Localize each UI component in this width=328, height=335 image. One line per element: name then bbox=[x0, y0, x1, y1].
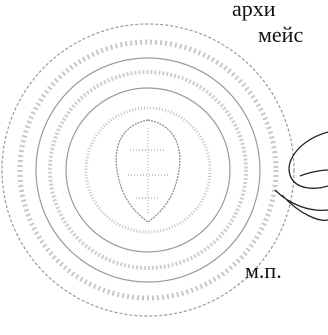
stamp-inner-ring bbox=[65, 87, 231, 253]
stamp-emblem-detail bbox=[128, 128, 168, 214]
signature-stroke bbox=[274, 189, 328, 221]
stamp-emblem bbox=[115, 119, 181, 223]
stamp-inner-text-ring bbox=[48, 70, 248, 270]
text-line: мейс bbox=[258, 22, 304, 47]
stamp-core-ring bbox=[84, 106, 212, 234]
stamp-note: м.п. bbox=[245, 258, 282, 283]
text-line: архи bbox=[232, 0, 276, 21]
signature bbox=[274, 131, 328, 221]
stamp-outer-ring bbox=[1, 23, 295, 317]
signature-stroke bbox=[288, 131, 328, 189]
signature-stroke bbox=[299, 169, 328, 177]
stamp-ring bbox=[35, 57, 261, 283]
stamp-text-ring bbox=[17, 39, 279, 301]
